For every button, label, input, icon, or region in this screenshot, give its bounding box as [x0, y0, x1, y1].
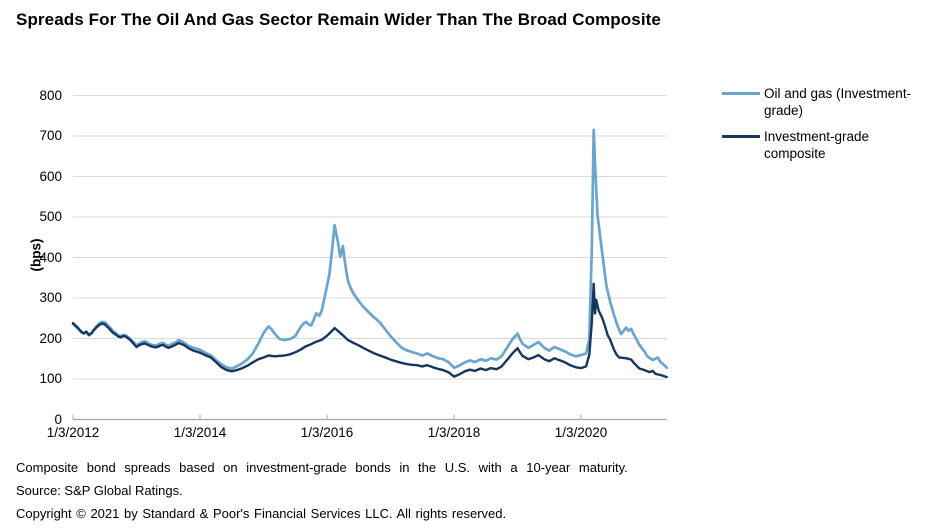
y-tick-label: 500	[39, 209, 62, 224]
footnote-methodology: Composite bond spreads based on investme…	[16, 460, 628, 475]
series-line-oil-and-gas	[71, 128, 669, 370]
legend-item-composite: Investment-grade composite	[722, 128, 927, 162]
oil-and-gas-line-swatch	[722, 92, 760, 95]
y-tick-label: 300	[39, 290, 62, 305]
x-tick-label: 1/3/2016	[300, 425, 354, 440]
y-tick-label: 600	[39, 168, 62, 184]
legend-label-composite: Investment-grade composite	[764, 129, 870, 161]
y-tick-label: 800	[39, 87, 62, 103]
page-title: Spreads For The Oil And Gas Sector Remai…	[16, 10, 661, 29]
legend: Oil and gas (Investment-grade) Investmen…	[722, 85, 927, 171]
series-line-composite	[71, 282, 668, 379]
legend-label-oil-and-gas: Oil and gas (Investment-grade)	[764, 86, 912, 118]
y-tick-label: 200	[39, 330, 62, 346]
x-tick-label: 1/3/2020	[554, 425, 608, 440]
legend-item-oil-and-gas: Oil and gas (Investment-grade)	[722, 85, 927, 119]
footnote-source: Source: S&P Global Ratings.	[16, 483, 183, 498]
y-tick-label: 700	[39, 128, 62, 143]
spread-line-chart	[71, 95, 669, 421]
y-tick-label: 100	[39, 371, 62, 386]
x-tick-label: 1/3/2018	[427, 425, 481, 440]
x-tick-label: 1/3/2012	[46, 425, 100, 440]
composite-line-swatch	[722, 135, 760, 138]
y-tick-label: 0	[54, 411, 62, 427]
y-tick-label: 400	[39, 249, 62, 265]
x-tick-label: 1/3/2014	[173, 425, 227, 440]
footnotes: Composite bond spreads based on investme…	[16, 456, 628, 525]
footnote-copyright: Copyright © 2021 by Standard & Poor's Fi…	[16, 506, 507, 521]
